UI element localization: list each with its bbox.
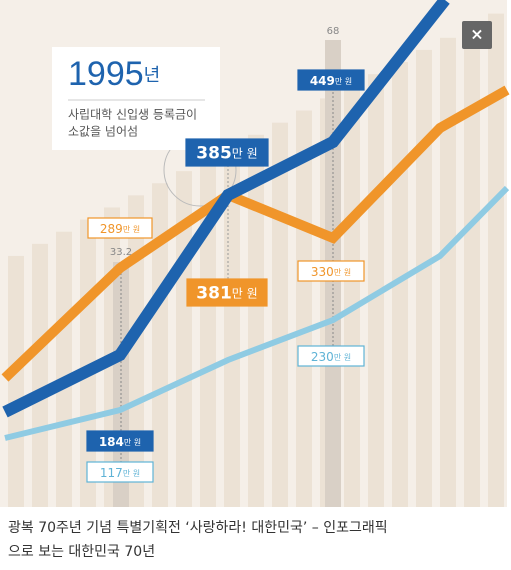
bar [32,243,48,507]
value-label: 184만 원 [99,435,141,449]
line-orange [1,85,510,382]
line-dark-blue [2,0,450,418]
bar [464,25,480,507]
year-card [52,47,220,150]
bar-value: 68 [327,26,340,37]
note: 사립대학 신입생 등록금이 [68,108,197,122]
bar [488,13,504,507]
line-light-blue [4,185,510,441]
bar [248,134,264,507]
value-label-box [297,345,365,367]
bar [56,231,72,507]
value-label-box [297,260,365,282]
value-label: 117만 원 [100,466,140,480]
close-button[interactable] [462,21,492,49]
bar [272,122,288,507]
bar [440,37,456,508]
bar-value: 33.2 [110,247,132,258]
value-label-box [87,217,153,239]
note: 소값을 넘어섬 [68,125,138,139]
value-label: 289만 원 [100,222,140,236]
bar [200,159,216,508]
close-icon[interactable]: × [470,25,483,44]
bar [296,110,312,507]
value-label-box [86,430,154,452]
value-label-box [186,278,268,307]
value-label: 230만 원 [311,350,351,364]
value-label: 385만 원 [196,144,257,164]
bar [224,146,240,507]
year: 1995년 [68,55,160,93]
bar [368,74,384,507]
bar [8,255,24,507]
value-label: 381만 원 [196,284,257,304]
bar [128,195,144,507]
value-label-box [297,69,365,91]
value-label: 330만 원 [311,265,351,279]
value-label: 449만 원 [310,74,352,88]
bar [416,49,432,508]
bar [152,183,168,507]
caption: 광복 70주년 기념 특별기획전 ‘사랑하라! 대한민국’ – 인포그래픽 [8,520,388,536]
value-label-box [185,138,269,167]
bar [344,86,360,507]
value-label-box [86,461,154,483]
infographic: 1995년 사립대학 신입생 등록금이 소값을 넘어섬 33.2 68 289만… [0,0,510,508]
caption: 으로 보는 대한민국 70년 [8,544,156,560]
